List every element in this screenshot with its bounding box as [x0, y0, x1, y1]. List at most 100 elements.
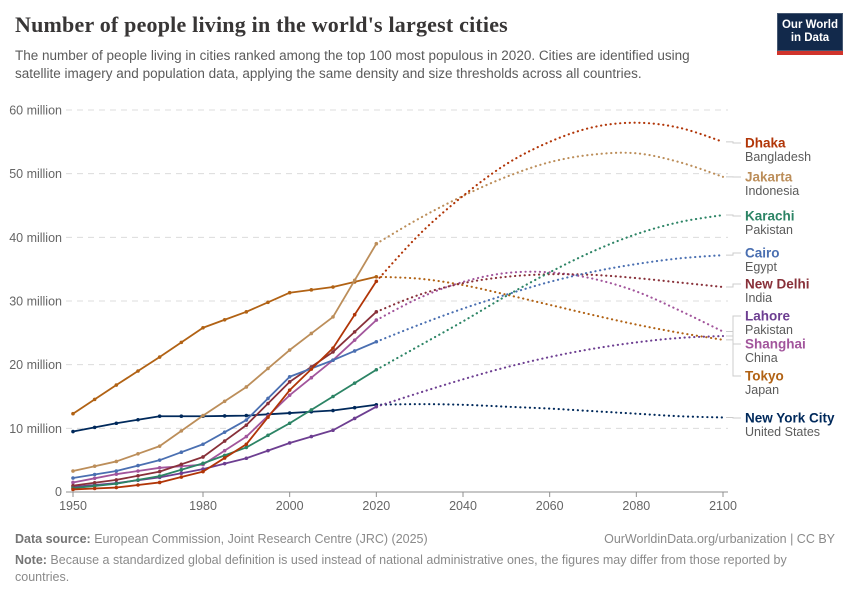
series-marker-new-york-city [352, 405, 357, 410]
series-marker-shanghai [244, 434, 249, 439]
series-marker-cairo [92, 472, 97, 477]
series-marker-shanghai [157, 466, 162, 470]
data-source-label: Data source: [15, 532, 91, 546]
series-projection-jakarta[interactable] [375, 151, 725, 245]
series-marker-dhaka [114, 485, 119, 490]
series-marker-shanghai [309, 375, 314, 380]
series-marker-tokyo [92, 397, 97, 402]
series-marker-jakarta [71, 469, 75, 473]
y-tick-label-50: 50 million [9, 167, 62, 181]
series-marker-karachi [309, 408, 314, 412]
series-marker-jakarta [157, 444, 162, 448]
series-projection-karachi[interactable] [375, 214, 725, 371]
series-marker-new-york-city [71, 429, 75, 434]
series-marker-jakarta [244, 385, 249, 389]
series-marker-karachi [352, 381, 357, 385]
series-country-label-jakarta: Indonesia [745, 184, 799, 198]
note-text: Because a standardized global definition… [15, 552, 787, 584]
series-marker-new-york-city [157, 414, 162, 419]
series-label-lahore[interactable]: Lahore [745, 309, 791, 324]
y-tick-label-30: 30 million [9, 295, 62, 309]
series-marker-karachi [222, 453, 227, 458]
note-label: Note: [15, 552, 47, 567]
series-marker-lahore [331, 428, 335, 433]
series-line-jakarta[interactable] [72, 243, 378, 472]
series-line-lahore[interactable] [72, 405, 377, 488]
series-line-tokyo[interactable] [72, 275, 377, 415]
series-marker-lahore [266, 448, 270, 453]
series-marker-new-delhi [71, 483, 75, 488]
series-label-tokyo[interactable]: Tokyo [745, 369, 784, 384]
x-tick-label-2080: 2080 [622, 499, 650, 513]
series-marker-jakarta [114, 459, 119, 464]
page-title: Number of people living in the world's l… [15, 12, 508, 37]
owid-logo-line2: in Data [790, 32, 830, 45]
series-country-label-lahore: Pakistan [745, 323, 793, 337]
series-marker-tokyo [222, 317, 227, 322]
series-marker-cairo [331, 358, 335, 363]
series-label-shanghai[interactable]: Shanghai [745, 337, 806, 352]
series-label-new-york-city[interactable]: New York City [745, 411, 835, 426]
series-marker-tokyo [71, 411, 75, 416]
series-country-label-tokyo: Japan [745, 383, 779, 397]
series-label-karachi[interactable]: Karachi [745, 209, 795, 224]
series-marker-new-delhi [157, 469, 162, 474]
series-projection-shanghai[interactable] [375, 270, 725, 333]
series-marker-karachi [114, 481, 119, 486]
owid-logo-line1: Our World [781, 19, 838, 31]
series-marker-tokyo [114, 383, 119, 387]
series-label-jakarta[interactable]: Jakarta [745, 170, 793, 185]
series-marker-new-york-city [179, 414, 184, 419]
series-projection-cairo[interactable] [375, 254, 725, 343]
series-country-label-shanghai: China [745, 351, 778, 365]
series-marker-jakarta [92, 464, 97, 469]
series-marker-jakarta [136, 452, 140, 456]
line-chart-canvas[interactable]: 10 million 20 million 30 million 40 million… [0, 95, 850, 527]
series-marker-cairo [201, 442, 205, 447]
series-marker-cairo [287, 374, 292, 379]
series-marker-cairo [179, 450, 184, 455]
series-projection-new-york-city[interactable] [375, 403, 725, 419]
series-label-cairo[interactable]: Cairo [745, 246, 780, 261]
series-marker-jakarta [352, 278, 357, 283]
attribution-link[interactable]: OurWorldinData.org/urbanization | CC BY [604, 532, 835, 546]
series-marker-jakarta [309, 331, 314, 336]
series-marker-dhaka [71, 487, 75, 492]
chart-subtitle: The number of people living in cities ra… [15, 48, 690, 81]
series-label-new-delhi[interactable]: New Delhi [745, 277, 810, 292]
series-marker-cairo [222, 430, 227, 434]
y-tick-label-60: 60 million [9, 104, 62, 118]
series-marker-tokyo [179, 340, 184, 345]
label-connector-shanghai [726, 331, 741, 345]
series-marker-lahore [309, 434, 314, 439]
series-marker-dhaka [331, 346, 335, 350]
series-marker-dhaka [157, 480, 162, 485]
series-marker-dhaka [92, 486, 97, 491]
series-marker-cairo [266, 396, 270, 401]
series-marker-new-delhi [331, 350, 335, 354]
series-projection-lahore[interactable] [375, 334, 725, 408]
series-projection-new-delhi[interactable] [375, 273, 725, 313]
series-marker-new-york-city [136, 417, 140, 422]
series-marker-dhaka [352, 312, 357, 317]
series-karachi[interactable]: Karachi Pakistan [71, 209, 795, 490]
series-projection-tokyo[interactable] [375, 275, 725, 341]
chart-header: Number of people living in the world's l… [15, 12, 765, 82]
series-marker-karachi [179, 467, 184, 472]
series-marker-shanghai [114, 472, 119, 476]
y-tick-label-0: 0 [55, 485, 62, 499]
series-marker-new-delhi [92, 480, 97, 485]
series-projection-dhaka[interactable] [375, 121, 725, 283]
series-marker-dhaka [266, 415, 270, 419]
series-line-new-york-city[interactable] [72, 403, 377, 433]
series-label-dhaka[interactable]: Dhaka [745, 136, 786, 151]
owid-logo[interactable]: Our World in Data [777, 13, 843, 56]
